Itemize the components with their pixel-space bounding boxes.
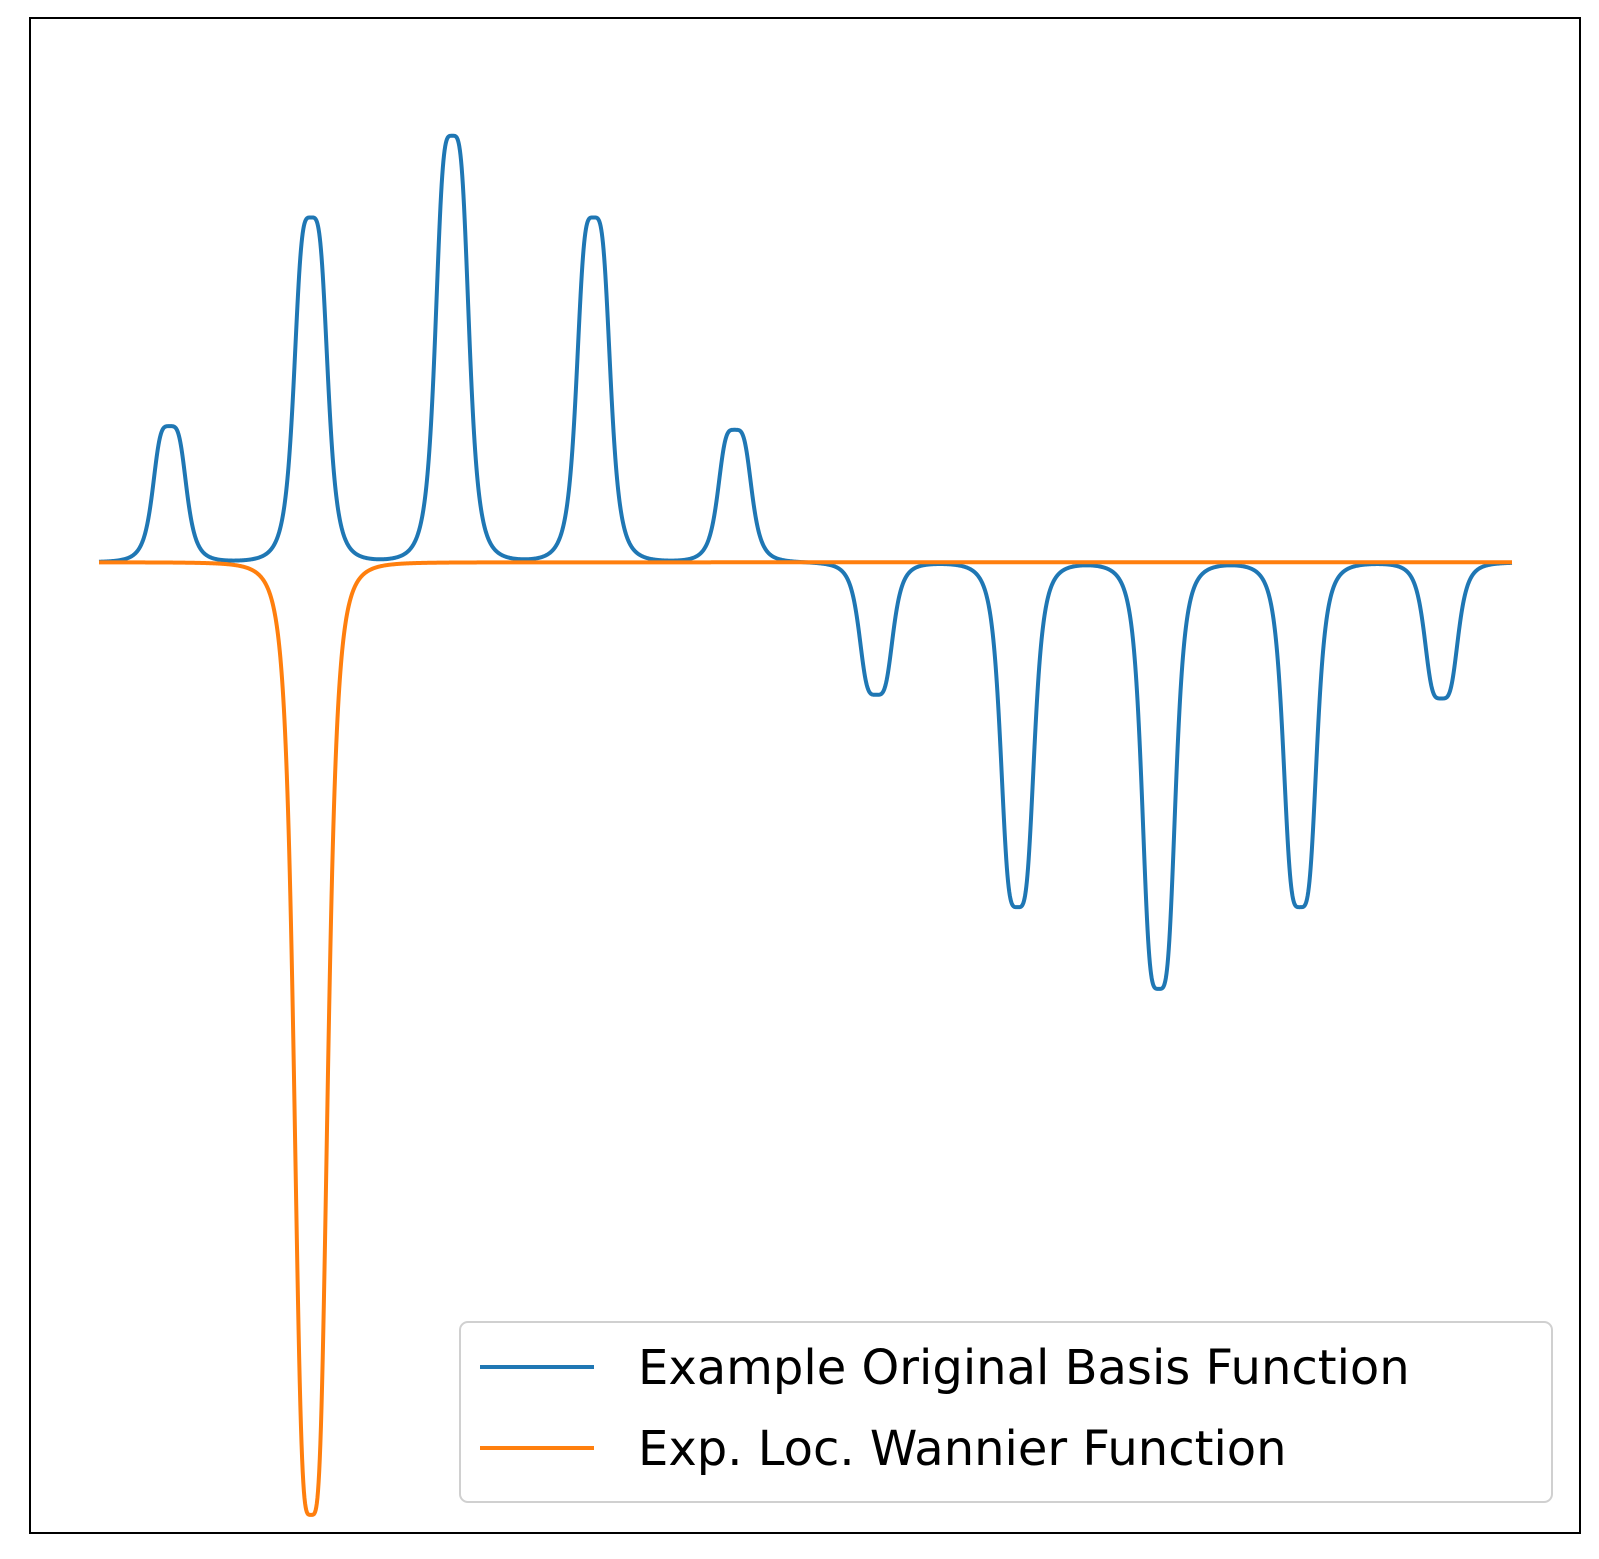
series-line-1 [97, 560, 1514, 1517]
legend-label-basis: Example Original Basis Function [638, 1340, 1410, 1396]
plot-frame [29, 17, 1581, 1534]
legend-label-wannier: Exp. Loc. Wannier Function [638, 1421, 1287, 1477]
legend-box [459, 1321, 1553, 1503]
series-layer [97, 133, 1514, 1517]
legend: Example Original Basis Function Exp. Loc… [459, 1321, 1553, 1503]
